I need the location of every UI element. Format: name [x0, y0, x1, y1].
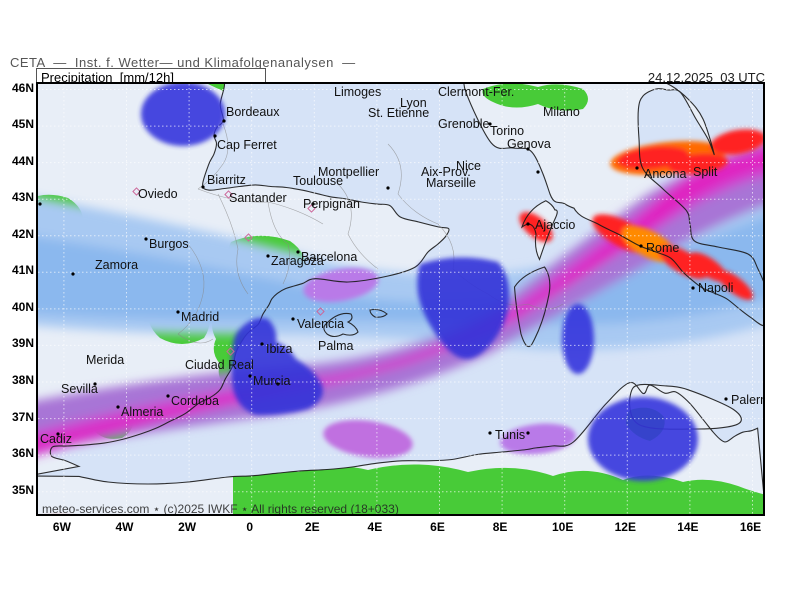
svg-text:Madrid: Madrid — [181, 310, 219, 324]
svg-text:meteo-services.com ⋆ (c)2025 I: meteo-services.com ⋆ (c)2025 IWKF ⋆ All … — [42, 502, 399, 516]
svg-text:Merida: Merida — [86, 353, 124, 367]
svg-text:St. Etienne: St. Etienne — [368, 106, 429, 120]
svg-text:Barcelona: Barcelona — [301, 250, 357, 264]
svg-text:Murcia: Murcia — [253, 374, 291, 388]
svg-text:Valencia: Valencia — [297, 317, 344, 331]
svg-text:Toulouse: Toulouse — [293, 174, 343, 188]
svg-text:Napoli: Napoli — [698, 281, 733, 295]
svg-text:Split: Split — [693, 165, 718, 179]
svg-text:Cap Ferret: Cap Ferret — [217, 138, 277, 152]
svg-text:Perpignan: Perpignan — [303, 197, 360, 211]
svg-text:Palermo: Palermo — [731, 393, 765, 407]
svg-text:Clermont-Fer.: Clermont-Fer. — [438, 85, 514, 99]
svg-text:Ciudad Real: Ciudad Real — [185, 358, 254, 372]
svg-text:Bordeaux: Bordeaux — [226, 105, 280, 119]
svg-text:Cadiz: Cadiz — [40, 432, 72, 446]
svg-text:Palma: Palma — [318, 339, 353, 353]
svg-text:Santander: Santander — [229, 191, 287, 205]
svg-text:Grenoble: Grenoble — [438, 117, 489, 131]
svg-text:Milano: Milano — [543, 105, 580, 119]
svg-text:Genova: Genova — [507, 137, 551, 151]
svg-text:Torino: Torino — [490, 124, 524, 138]
svg-text:Marseille: Marseille — [426, 176, 476, 190]
svg-text:Ancona: Ancona — [644, 167, 686, 181]
svg-text:Almeria: Almeria — [121, 405, 163, 419]
svg-text:Tunis: Tunis — [495, 428, 525, 442]
svg-text:Biarritz: Biarritz — [207, 173, 246, 187]
svg-text:Oviedo: Oviedo — [138, 187, 178, 201]
svg-text:Rome: Rome — [646, 241, 679, 255]
svg-text:Sevilla: Sevilla — [61, 382, 98, 396]
svg-text:Cordoba: Cordoba — [171, 394, 219, 408]
svg-text:Limoges: Limoges — [334, 85, 381, 99]
svg-text:Ibiza: Ibiza — [266, 342, 292, 356]
svg-text:Ajaccio: Ajaccio — [535, 218, 575, 232]
svg-text:Zamora: Zamora — [95, 258, 138, 272]
svg-text:Burgos: Burgos — [149, 237, 189, 251]
